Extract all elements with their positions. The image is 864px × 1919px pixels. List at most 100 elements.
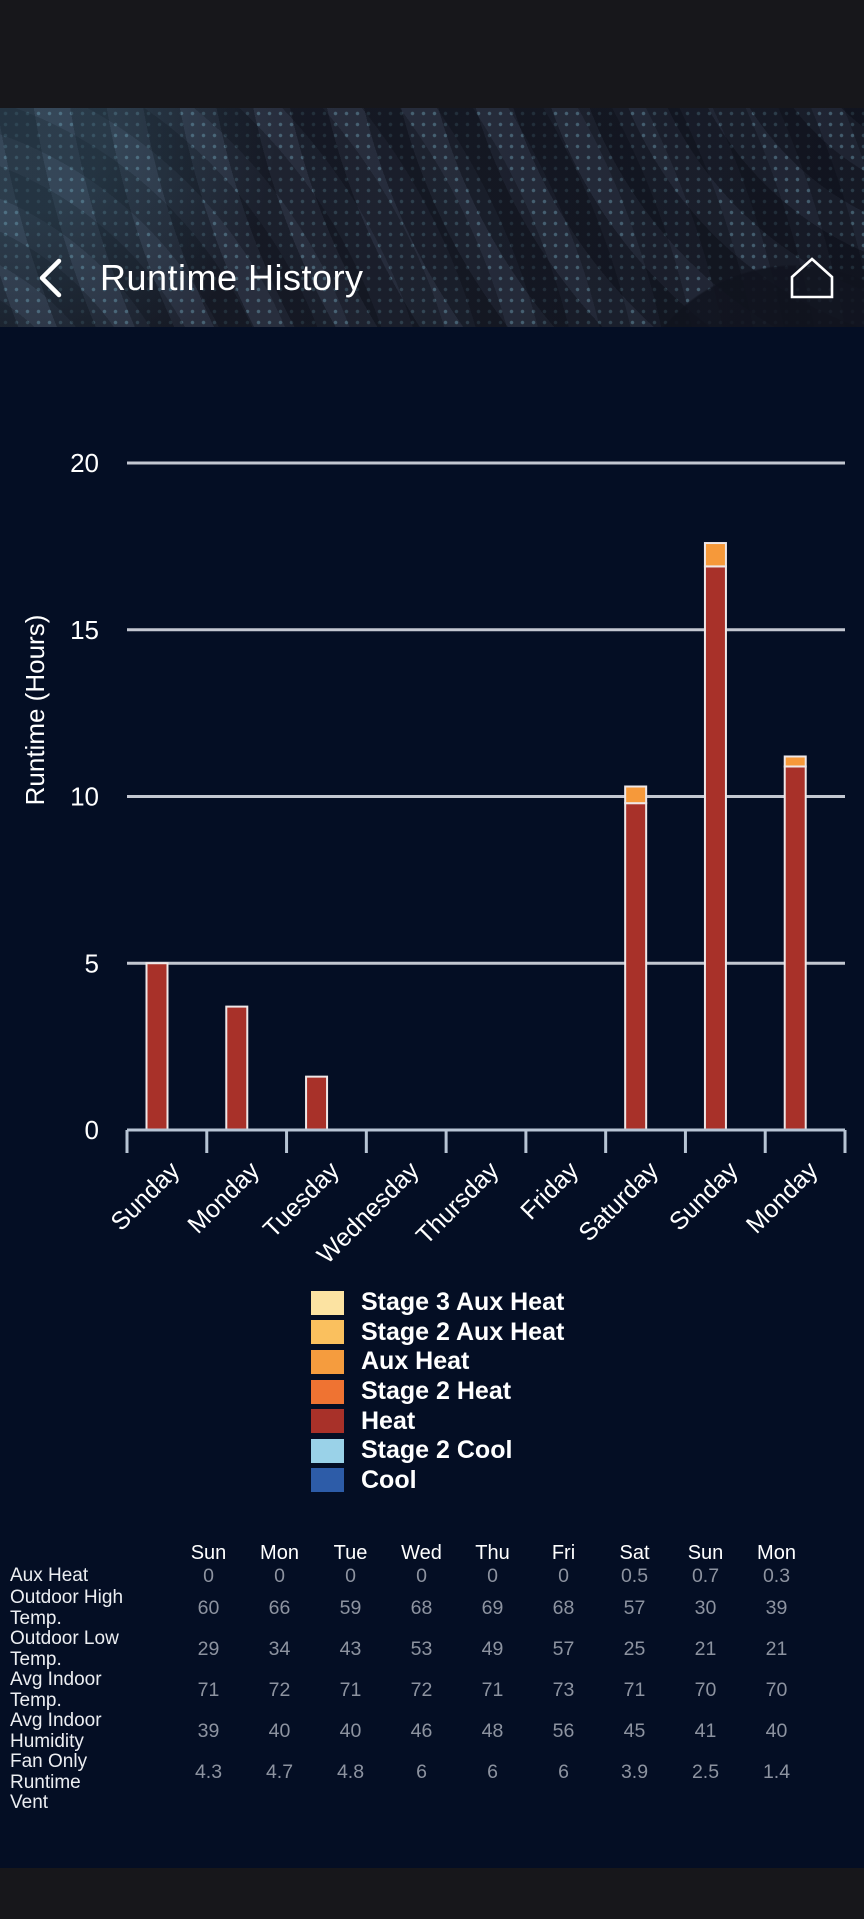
table-row: Vent (10, 1792, 822, 1814)
x-tick-label: Monday (741, 1156, 824, 1239)
y-axis-label: Runtime (Hours) (20, 615, 50, 806)
table-cell: 21 (765, 1638, 788, 1660)
bar-segment-aux-heat (624, 785, 648, 805)
app-header: Runtime History (0, 108, 864, 327)
table-column-header: Mon (260, 1542, 299, 1564)
bar-segment-heat (305, 1075, 329, 1132)
table-cell: 0 (203, 1565, 214, 1587)
bar-segment-heat (703, 565, 727, 1131)
legend-label: Cool (361, 1465, 417, 1494)
table-cell: 71 (197, 1679, 220, 1701)
table-cell: 48 (481, 1720, 504, 1742)
table-cell: 39 (765, 1597, 788, 1619)
y-tick-label: 15 (70, 615, 99, 645)
legend-swatch-icon (311, 1409, 344, 1434)
table-row-label: Outdoor Low Temp. (10, 1628, 119, 1670)
table-cell: 71 (481, 1679, 504, 1701)
y-tick-label: 10 (70, 782, 99, 812)
page-title: Runtime History (100, 257, 364, 298)
legend-item: Stage 2 Aux Heat (311, 1318, 564, 1348)
legend-label: Stage 2 Heat (361, 1377, 512, 1406)
legend-swatch-icon (311, 1379, 344, 1404)
table-cell: 0.7 (691, 1565, 720, 1587)
table-row: Fan Only Runtime 4.3 4.7 4.8 6 6 6 3.9 2.5 1.4 (10, 1751, 822, 1793)
table-cell: 70 (694, 1679, 717, 1701)
x-tick-label: Friday (515, 1156, 584, 1225)
table-cell: 25 (623, 1638, 646, 1660)
table-cell: 0 (345, 1565, 356, 1587)
bar-segment-aux-heat (703, 542, 727, 568)
table-cell: 70 (765, 1679, 788, 1701)
legend-item: Stage 2 Cool (311, 1436, 564, 1466)
table-cell: 72 (410, 1679, 433, 1701)
chart-legend: Stage 3 Aux Heat Stage 2 Aux Heat Aux Heat… (311, 1288, 564, 1495)
x-tick-label: Thursday (411, 1156, 505, 1250)
home-icon (790, 257, 834, 299)
table-cell: 73 (552, 1679, 575, 1701)
x-tick-label: Sunday (105, 1156, 185, 1236)
table-row: Outdoor High Temp. 60 66 59 68 69 68 57 30 39 (10, 1587, 822, 1629)
legend-swatch-icon (311, 1349, 344, 1374)
table-cell: 34 (268, 1638, 291, 1660)
status-bar-area (0, 0, 864, 108)
y-tick-label: 0 (85, 1115, 99, 1145)
table-cell: 30 (694, 1597, 717, 1619)
table-row-label: Fan Only Runtime (10, 1751, 88, 1793)
table-cell: 0 (487, 1565, 498, 1587)
table-cell: 60 (197, 1597, 220, 1619)
legend-label: Heat (361, 1406, 416, 1435)
table-cell: 21 (694, 1638, 717, 1660)
table-column-header: Thu (475, 1542, 510, 1564)
table-cell: 68 (410, 1597, 433, 1619)
legend-label: Stage 3 Aux Heat (361, 1288, 565, 1317)
home-button[interactable] (788, 254, 836, 302)
table-cell: 71 (623, 1679, 646, 1701)
table-cell: 2.5 (691, 1761, 720, 1783)
table-cell: 0.5 (620, 1565, 649, 1587)
table-cell: 68 (552, 1597, 575, 1619)
legend-item: Cool (311, 1466, 564, 1496)
table-cell: 56 (552, 1720, 575, 1742)
table-cell: 6 (487, 1761, 498, 1783)
table-cell: 4.8 (336, 1761, 365, 1783)
table-cell: 53 (410, 1638, 433, 1660)
legend-label: Aux Heat (361, 1347, 470, 1376)
table-cell: 1.4 (762, 1761, 791, 1783)
table-column-header: Fri (551, 1542, 576, 1564)
table-row-label: Vent (10, 1792, 49, 1813)
table-column-header: Tue (333, 1542, 368, 1564)
legend-label: Stage 2 Aux Heat (361, 1317, 565, 1346)
table-cell: 40 (268, 1720, 291, 1742)
table-cell: 72 (268, 1679, 291, 1701)
table-cell: 6 (558, 1761, 569, 1783)
table-row-label: Avg Indoor Humidity (10, 1710, 102, 1752)
bottom-bar-area (0, 1868, 864, 1919)
table-column-header: Wed (401, 1542, 442, 1564)
bar-segment-heat (225, 1005, 249, 1131)
legend-swatch-icon (311, 1438, 344, 1463)
table-row-label: Outdoor High Temp. (10, 1587, 124, 1629)
legend-item: Heat (311, 1406, 564, 1436)
table-row: Avg Indoor Humidity 39 40 40 46 48 56 45 41 40 (10, 1710, 822, 1752)
legend-label: Stage 2 Cool (361, 1436, 513, 1465)
y-tick-label: 5 (85, 948, 99, 978)
header-toolbar: Runtime History (0, 250, 864, 306)
back-button[interactable] (18, 250, 82, 306)
table-cell: 59 (339, 1597, 362, 1619)
legend-swatch-icon (311, 1290, 344, 1315)
legend-swatch-icon (311, 1320, 344, 1345)
bar-segment-heat (145, 962, 169, 1131)
bar-segment-heat (783, 765, 807, 1131)
table-cell: 4.3 (194, 1761, 223, 1783)
table-cell: 0.3 (762, 1565, 791, 1587)
chevron-left-icon (39, 258, 62, 298)
main-content: 0 5 10 15 20 Runtime (Hours) Sunday Monday Tuesd… (0, 327, 864, 1868)
table-cell: 0 (274, 1565, 285, 1587)
table-cell: 43 (339, 1638, 362, 1660)
table-column-header: Sun (687, 1542, 724, 1564)
legend-item: Stage 2 Heat (311, 1377, 564, 1407)
table-row-label: Aux Heat (10, 1565, 89, 1587)
legend-swatch-icon (311, 1468, 344, 1493)
table-cell: 4.7 (265, 1761, 294, 1783)
